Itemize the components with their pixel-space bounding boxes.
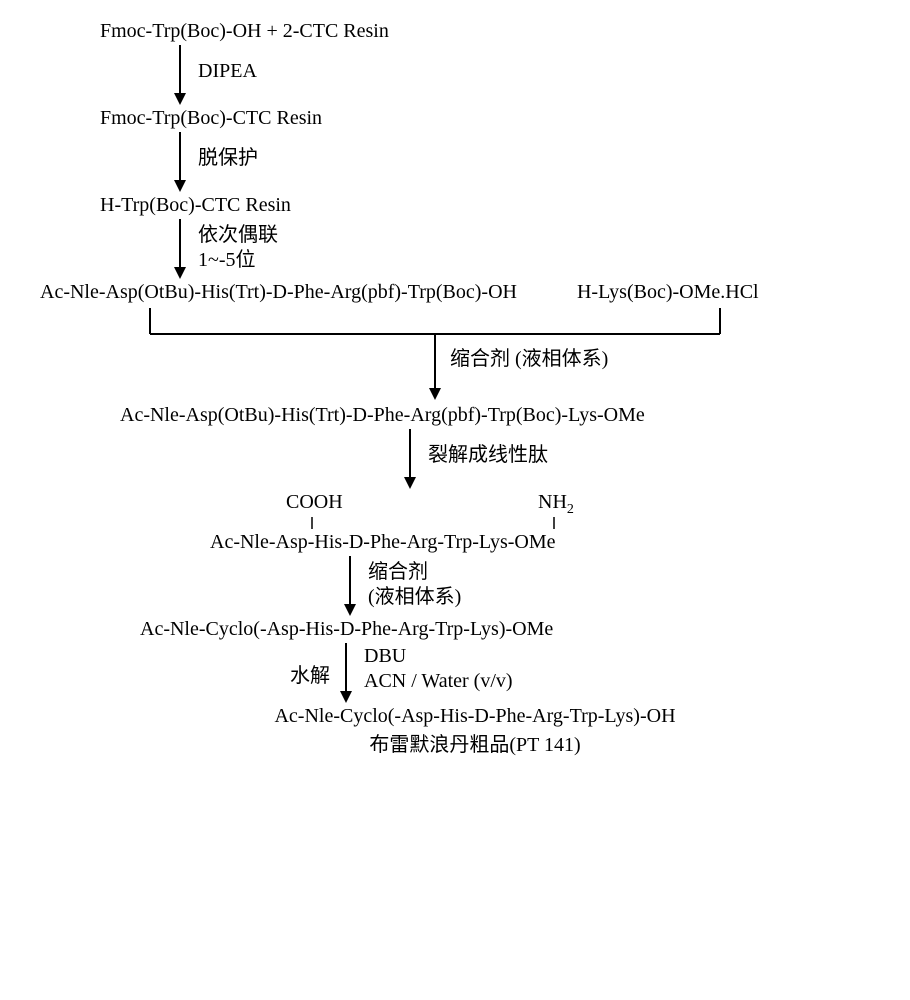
node-6: Ac-Nle-Asp-His-D-Phe-Arg-Trp-Lys-OMe (210, 531, 870, 554)
node-8-block: Ac-Nle-Cyclo(-Asp-His-D-Phe-Arg-Trp-Lys)… (80, 705, 870, 757)
node-8-sub: 布雷默浪丹粗品(PT 141) (369, 728, 580, 757)
node-6-cooh: COOH (286, 491, 343, 514)
arrow-2-svg (170, 130, 190, 194)
arrow-5-label: 裂解成线性肽 (428, 443, 548, 468)
node-4-row: Ac-Nle-Asp(OtBu)-His(Trt)-D-Phe-Arg(pbf)… (40, 281, 870, 304)
node-6-block: COOH NH2 Ac-Nle-Asp-His-D-Phe-Arg-Trp-Ly… (210, 491, 870, 554)
arrow-3-label: 依次偶联 1~-5位 (198, 223, 278, 273)
arrow-6-label-line1: 缩合剂 (368, 561, 428, 583)
arrow-3-label-line2: 1~-5位 (198, 248, 278, 273)
node-5: Ac-Nle-Asp(OtBu)-His(Trt)-D-Phe-Arg(pbf)… (120, 404, 870, 427)
node-6-nh2-sub: 2 (567, 502, 574, 517)
node-6-ticks (210, 517, 610, 531)
arrow-7: 水解 DBU ACN / Water (v/v) (290, 641, 870, 705)
node-3: H-Trp(Boc)-CTC Resin (100, 194, 870, 217)
arrow-2-label: 脱保护 (198, 146, 258, 171)
arrow-3-label-line1: 依次偶联 (198, 224, 278, 246)
arrow-1: DIPEA (170, 43, 870, 107)
arrow-7-right-line1: DBU (364, 645, 406, 667)
node-2: Fmoc-Trp(Boc)-CTC Resin (100, 107, 870, 130)
arrow-6-label: 缩合剂 (液相体系) (368, 560, 461, 610)
arrow-6-svg (340, 554, 360, 618)
node-7: Ac-Nle-Cyclo(-Asp-His-D-Phe-Arg-Trp-Lys)… (140, 618, 870, 641)
arrow-7-left-label: 水解 (290, 659, 330, 688)
arrow-6-label-line2: (液相体系) (368, 585, 461, 610)
arrow-1-label: DIPEA (198, 59, 257, 84)
arrow-4-label-line1: 缩合剂 (450, 348, 510, 370)
arrow-5: 裂解成线性肽 (400, 427, 870, 491)
arrow-4-label: 缩合剂 (液相体系) (450, 342, 608, 371)
arrow-7-right-label: DBU ACN / Water (v/v) (364, 644, 513, 694)
merge-arrow-4: 缩合剂 (液相体系) (40, 304, 870, 404)
arrow-2: 脱保护 (170, 130, 870, 194)
node-4-left: Ac-Nle-Asp(OtBu)-His(Trt)-D-Phe-Arg(pbf)… (40, 281, 517, 304)
arrow-4-label-line2: (液相体系) (515, 348, 608, 370)
arrow-7-svg (336, 641, 356, 705)
arrow-1-svg (170, 43, 190, 107)
arrow-5-svg (400, 427, 420, 491)
synthesis-flow-diagram: Fmoc-Trp(Boc)-OH + 2-CTC Resin DIPEA Fmo… (40, 20, 870, 757)
node-8: Ac-Nle-Cyclo(-Asp-His-D-Phe-Arg-Trp-Lys)… (274, 705, 675, 728)
arrow-7-right-line2: ACN / Water (v/v) (364, 669, 513, 694)
arrow-6: 缩合剂 (液相体系) (340, 554, 870, 618)
arrow-3: 依次偶联 1~-5位 (170, 217, 870, 281)
node-1: Fmoc-Trp(Boc)-OH + 2-CTC Resin (100, 20, 870, 43)
node-4-right: H-Lys(Boc)-OMe.HCl (577, 281, 759, 304)
arrow-3-svg (170, 217, 190, 281)
node-6-nh2: NH2 (538, 491, 574, 518)
node-6-nh2-text: NH (538, 491, 567, 513)
